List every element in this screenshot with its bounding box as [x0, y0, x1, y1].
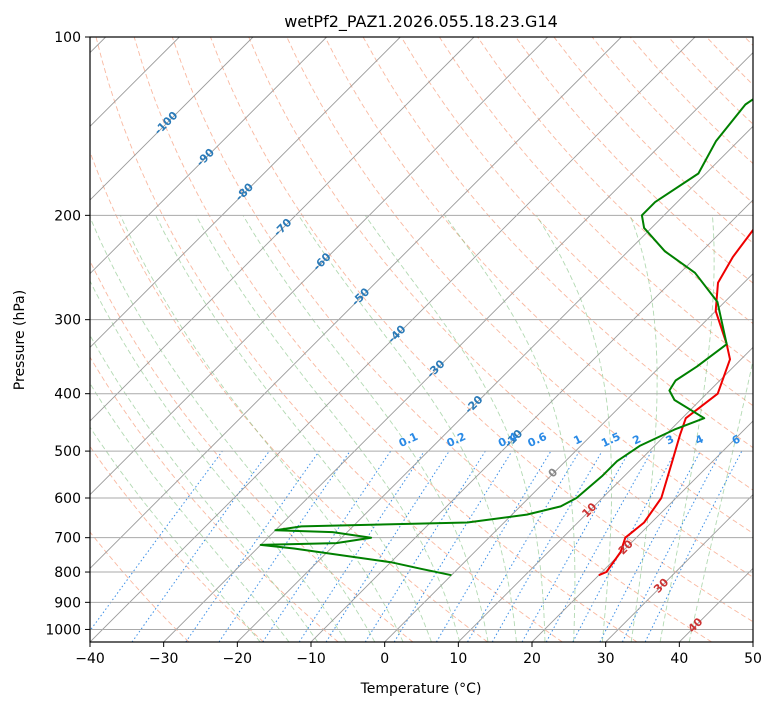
isotherm-line — [310, 199, 753, 642]
moist-adiabat — [155, 215, 432, 642]
plot-frame — [89, 36, 754, 643]
moist-adiabat — [629, 215, 658, 642]
plot-area: -100-90-80-70-60-50-40-30-20-10010203040… — [90, 37, 753, 642]
mixing-ratio-line — [218, 450, 351, 642]
moist-adiabat — [298, 215, 517, 642]
x-tick-label: 20 — [523, 651, 541, 667]
x-tick-label: 0 — [380, 651, 389, 667]
dry-adiabat — [90, 150, 488, 642]
dry-adiabat — [90, 445, 264, 642]
isotherm-line — [90, 37, 622, 569]
isotherm-line — [384, 273, 753, 642]
dry-adiabat — [324, 37, 753, 491]
mixing-ratio-line — [325, 450, 450, 642]
x-tick-label: −20 — [223, 651, 253, 667]
x-axis-ticks: −40 −30 −20 −10 0 10 20 30 40 50 — [75, 642, 762, 667]
x-tick-label: −30 — [149, 651, 179, 667]
moist-adiabat — [535, 215, 613, 642]
isotherm-line — [90, 37, 548, 496]
x-axis-label: Temperature (°C) — [360, 681, 482, 697]
isotherm-line — [163, 52, 753, 642]
x-tick-label: 30 — [597, 651, 615, 667]
isotherm-line — [90, 37, 696, 642]
mixing-ratio-line — [644, 450, 743, 642]
x-tick-label: −40 — [75, 651, 105, 667]
mixing-ratio-line — [131, 450, 270, 642]
isotherm-line — [458, 346, 753, 642]
y-tick-label: 800 — [54, 565, 81, 581]
moist-adiabat — [119, 215, 404, 642]
moist-adiabats — [90, 215, 753, 642]
isotherm-line — [90, 37, 254, 201]
dry-adiabat — [248, 37, 753, 578]
moist-adiabat — [90, 334, 319, 642]
mixing-ratio-lines — [90, 450, 743, 642]
y-tick-label: 600 — [54, 491, 81, 507]
moist-adiabat — [688, 358, 753, 642]
isotherm-line — [90, 37, 327, 275]
y-tick-label: 900 — [54, 595, 81, 611]
y-tick-label: 200 — [54, 208, 81, 224]
y-tick-label: 300 — [54, 313, 81, 329]
isotherms — [90, 37, 753, 642]
x-tick-label: 40 — [670, 651, 688, 667]
y-axis-ticks: 100 200 300 400 500 600 700 800 900 1000 — [45, 30, 90, 638]
dry-adiabat — [133, 37, 638, 642]
x-tick-label: 10 — [449, 651, 467, 667]
y-tick-label: 1000 — [45, 622, 81, 638]
dry-adiabat — [515, 37, 753, 284]
isotherm-line — [605, 494, 753, 642]
dry-adiabat — [95, 37, 563, 642]
mixing-ratio-line — [545, 450, 653, 642]
moist-adiabat — [364, 215, 546, 642]
isotherm-line — [90, 37, 475, 422]
mixing-ratio-line — [393, 450, 513, 642]
x-tick-label: 50 — [744, 651, 762, 667]
profile-series — [259, 98, 753, 577]
y-axis-label: Pressure (hPa) — [12, 290, 28, 390]
mixing-ratio-line — [185, 450, 320, 642]
dry-adiabat — [210, 37, 753, 623]
mixing-ratio-line — [90, 450, 223, 632]
isotherm-line — [531, 420, 753, 642]
dry-adiabats — [90, 37, 753, 642]
chart-title: wetPf2_PAZ1.2026.055.18.23.G14 — [284, 12, 558, 32]
moist-adiabat — [195, 215, 461, 642]
dewpoint-profile-line — [259, 98, 753, 577]
dry-adiabat — [90, 356, 339, 642]
mixing-ratio-line — [298, 450, 425, 642]
mixing-ratio-line — [572, 450, 677, 642]
dry-adiabat — [400, 37, 753, 407]
y-tick-label: 700 — [54, 531, 81, 547]
isotherm-line — [90, 37, 401, 348]
isotherm-line — [237, 125, 753, 642]
dry-adiabat — [90, 531, 190, 642]
y-tick-label: 400 — [54, 387, 81, 403]
y-tick-label: 500 — [54, 444, 81, 460]
moist-adiabat — [90, 426, 261, 642]
dry-adiabat — [439, 37, 753, 365]
dry-adiabat — [171, 37, 712, 642]
y-tick-label: 100 — [54, 30, 81, 46]
x-tick-label: −10 — [296, 651, 326, 667]
moist-adiabat — [90, 216, 376, 642]
mixing-ratio-line — [521, 450, 630, 642]
moist-adiabat — [90, 280, 347, 642]
mixing-ratio-line — [262, 450, 392, 642]
